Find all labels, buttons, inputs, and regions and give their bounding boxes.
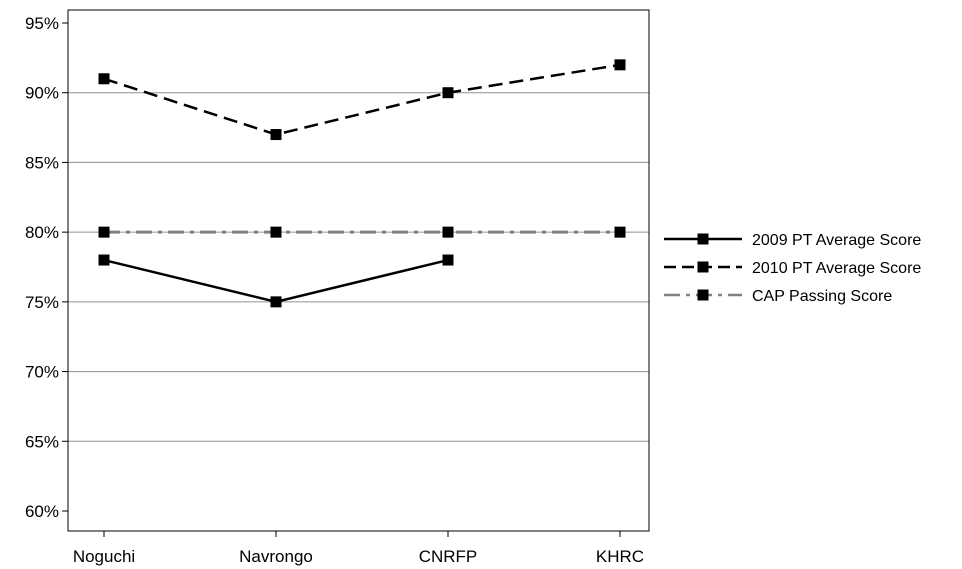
y-tick-label: 70% [25, 363, 59, 382]
data-point-marker [614, 59, 626, 71]
legend-item: 2010 PT Average Score [664, 260, 921, 277]
data-point-marker [98, 226, 110, 238]
series-3 [98, 226, 626, 238]
data-point-marker [614, 226, 626, 238]
series-layer [98, 59, 626, 308]
y-tick-label: 85% [25, 153, 59, 172]
y-tick-label: 75% [25, 293, 59, 312]
x-tick-label: Noguchi [73, 547, 135, 566]
data-point-marker [270, 226, 282, 238]
plot-frame [67, 9, 650, 532]
series-line [103, 63, 621, 136]
legend-swatch-marker [697, 261, 709, 273]
data-point-marker [442, 226, 454, 238]
x-tick-label: Navrongo [239, 547, 313, 566]
data-point-marker [98, 73, 110, 85]
series-line [103, 258, 449, 304]
x-tick-label: KHRC [596, 547, 644, 566]
y-axis: 60% 65% 70% 75% 80% 85% 90% 95% [25, 14, 68, 521]
y-tick-label: 60% [25, 502, 59, 521]
legend-label: CAP Passing Score [752, 288, 892, 305]
x-axis: Noguchi Navrongo CNRFP KHRC [73, 531, 644, 566]
series-2 [98, 59, 626, 141]
series-1 [98, 254, 454, 308]
y-tick-label: 65% [25, 432, 59, 451]
legend-label: 2009 PT Average Score [752, 232, 921, 249]
legend-item: 2009 PT Average Score [664, 232, 921, 249]
x-tick-label: CNRFP [419, 547, 478, 566]
data-point-marker [442, 87, 454, 99]
y-tick-label: 95% [25, 14, 59, 33]
legend-item: CAP Passing Score [664, 288, 892, 305]
data-point-marker [270, 296, 282, 308]
legend-label: 2010 PT Average Score [752, 260, 921, 277]
data-point-marker [98, 254, 110, 266]
data-point-marker [270, 129, 282, 141]
gridlines [68, 92, 649, 442]
data-point-marker [442, 254, 454, 266]
legend-swatch-marker [697, 289, 709, 301]
legend: 2009 PT Average Score 2010 PT Average Sco… [664, 232, 921, 305]
legend-swatch-marker [697, 233, 709, 245]
y-tick-label: 80% [25, 223, 59, 242]
y-tick-label: 90% [25, 84, 59, 103]
